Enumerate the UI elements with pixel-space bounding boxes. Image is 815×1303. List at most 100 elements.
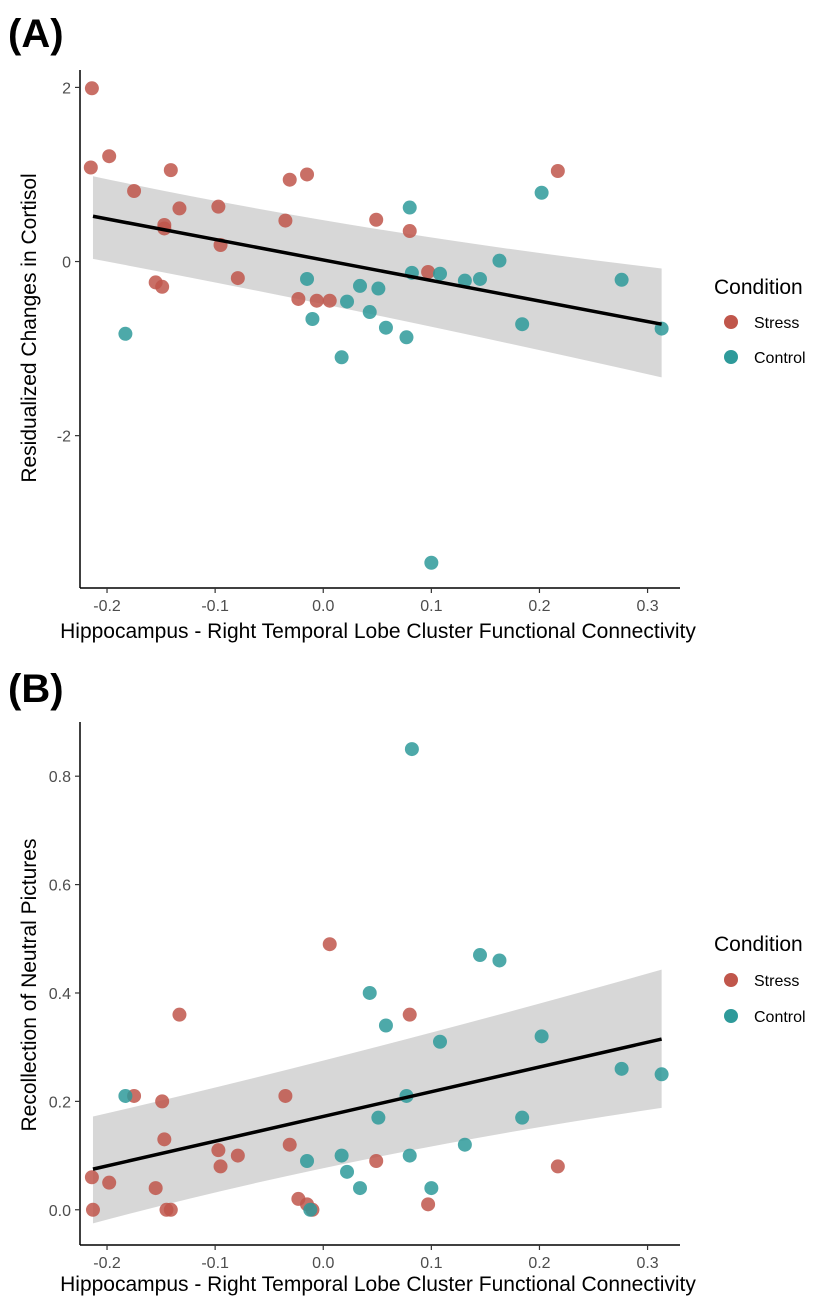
panel-b-legend-label-stress: Stress xyxy=(754,973,799,990)
panel-a-point-control xyxy=(300,271,315,286)
panel-a-point-stress xyxy=(421,264,436,279)
panel-b-point-stress xyxy=(85,1202,100,1217)
panel-b-point-control xyxy=(433,1034,447,1049)
panel-a-x-axis-title: Hippocampus - Right Temporal Lobe Cluste… xyxy=(60,620,696,643)
panel-b-point-control xyxy=(334,1148,349,1163)
panel-b-point-stress xyxy=(211,1143,226,1158)
panel-a-y-tick-label: -2 xyxy=(57,429,71,446)
panel-a-label: (A) xyxy=(8,12,64,56)
panel-b-legend-key-stress xyxy=(724,973,738,987)
panel-a-point-stress xyxy=(102,149,117,164)
panel-b-points xyxy=(84,742,669,1217)
panel-a: (A) -0.2 -0.1 0.0 0.1 0.2 0.3 -2 0 2 Hippocampus… xyxy=(8,12,806,643)
panel-b-legend-title: Condition xyxy=(714,933,803,956)
panel-b-point-stress xyxy=(84,1170,99,1185)
panel-b-legend-key-control xyxy=(724,1009,738,1023)
panel-a-point-stress xyxy=(278,213,293,228)
panel-b-point-control xyxy=(353,1181,367,1196)
panel-b-point-control xyxy=(457,1137,472,1152)
panel-a-point-control xyxy=(334,350,349,365)
panel-a-point-stress xyxy=(230,271,245,286)
panel-b-point-control xyxy=(340,1164,355,1179)
panel-b-point-control xyxy=(362,985,377,1000)
panel-a-point-stress xyxy=(322,293,337,308)
panel-b-point-stress xyxy=(157,1132,172,1147)
panel-a-points xyxy=(83,81,669,570)
panel-b-point-control xyxy=(473,948,487,963)
panel-a-axes: -0.2 -0.1 0.0 0.1 0.2 0.3 -2 0 2 xyxy=(57,70,680,615)
panel-b-x-tick-label: 0.0 xyxy=(312,1255,334,1272)
panel-a-point-stress xyxy=(402,224,417,239)
panel-b-point-stress xyxy=(550,1159,565,1174)
panel-b-x-axis-title: Hippocampus - Right Temporal Lobe Cluste… xyxy=(60,1273,696,1296)
panel-b-y-tick-label: 0.6 xyxy=(49,878,71,895)
panel-a-point-stress xyxy=(155,279,170,294)
panel-b-point-control xyxy=(378,1018,393,1033)
panel-b-point-stress xyxy=(278,1088,293,1103)
panel-a-point-stress xyxy=(369,212,384,227)
panel-b-point-stress xyxy=(163,1202,178,1217)
panel-b-point-control xyxy=(300,1153,315,1168)
panel-a-point-control xyxy=(340,294,355,309)
panel-a-x-tick-label: -0.2 xyxy=(93,598,121,615)
panel-b-x-tick-label: -0.2 xyxy=(93,1255,121,1272)
panel-b-point-control xyxy=(303,1202,318,1217)
panel-b-x-tick-label: -0.1 xyxy=(201,1255,229,1272)
panel-a-point-control xyxy=(457,273,472,288)
panel-a-point-control xyxy=(305,311,320,326)
panel-a-point-stress xyxy=(309,293,324,308)
panel-b-point-stress xyxy=(230,1148,245,1163)
panel-a-point-stress xyxy=(127,184,142,199)
panel-a-point-control xyxy=(402,200,417,215)
panel-b-point-control xyxy=(371,1110,386,1125)
panel-a-point-control xyxy=(433,266,447,281)
panel-b-y-axis-title: Recollection of Neutral Pictures xyxy=(18,839,41,1132)
panel-b-point-stress xyxy=(421,1197,436,1212)
panel-a-regression-line xyxy=(92,214,662,326)
panel-b-x-tick-label: 0.2 xyxy=(528,1255,550,1272)
panel-b-point-control xyxy=(534,1029,549,1044)
panel-b-point-control xyxy=(402,1148,417,1163)
panel-a-point-stress xyxy=(550,163,565,178)
panel-b-point-stress xyxy=(172,1007,187,1022)
panel-a-x-tick-label: 0.0 xyxy=(312,598,334,615)
panel-a-point-control xyxy=(371,281,386,296)
panel-b-point-stress xyxy=(155,1094,170,1109)
panel-b-x-tick-label: 0.1 xyxy=(420,1255,442,1272)
panel-a-point-control xyxy=(515,317,530,332)
panel-a-x-tick-label: -0.1 xyxy=(201,598,229,615)
panel-a-point-stress xyxy=(172,201,187,216)
panel-a-x-tick-label: 0.2 xyxy=(528,598,550,615)
panel-a-point-stress xyxy=(84,81,99,96)
panel-b-y-tick-label: 0.4 xyxy=(49,986,71,1003)
panel-a-fit-line xyxy=(92,214,662,326)
panel-a-point-control xyxy=(492,253,507,268)
panel-b-point-stress xyxy=(402,1007,417,1022)
panel-b-point-stress xyxy=(282,1137,297,1152)
panel-b-x-tick-label: 0.3 xyxy=(636,1255,658,1272)
panel-a-point-stress xyxy=(300,167,315,182)
panel-b-label: (B) xyxy=(8,667,64,711)
panel-b-legend: Condition Stress Control xyxy=(714,933,806,1026)
panel-a-legend-label-stress: Stress xyxy=(754,315,799,332)
panel-a-point-control xyxy=(118,326,133,341)
panel-b-point-control xyxy=(492,953,507,968)
panel-a-point-control xyxy=(378,320,393,335)
panel-a-point-control xyxy=(424,555,439,570)
panel-a-x-tick-label: 0.1 xyxy=(420,598,442,615)
panel-a-point-control xyxy=(534,185,549,200)
panel-a-y-tick-label: 0 xyxy=(62,255,71,272)
panel-b-point-control xyxy=(404,742,419,757)
panel-b-legend-label-control: Control xyxy=(754,1009,806,1026)
panel-b-point-stress xyxy=(213,1159,228,1174)
panel-a-point-stress xyxy=(282,172,297,187)
panel-b-point-control xyxy=(614,1061,629,1076)
panel-b-point-control xyxy=(654,1067,669,1082)
panel-b-point-control xyxy=(118,1088,133,1103)
panel-b-y-tick-label: 0.8 xyxy=(49,769,71,786)
panel-b-point-stress xyxy=(102,1175,117,1190)
panel-a-legend: Condition Stress Control xyxy=(714,276,806,367)
panel-a-y-tick-label: 2 xyxy=(62,80,71,97)
panel-b-point-stress xyxy=(322,937,337,952)
